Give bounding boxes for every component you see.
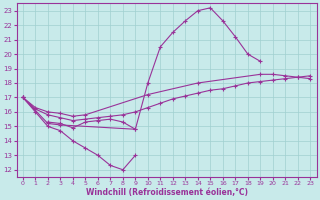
X-axis label: Windchill (Refroidissement éolien,°C): Windchill (Refroidissement éolien,°C) <box>85 188 248 197</box>
